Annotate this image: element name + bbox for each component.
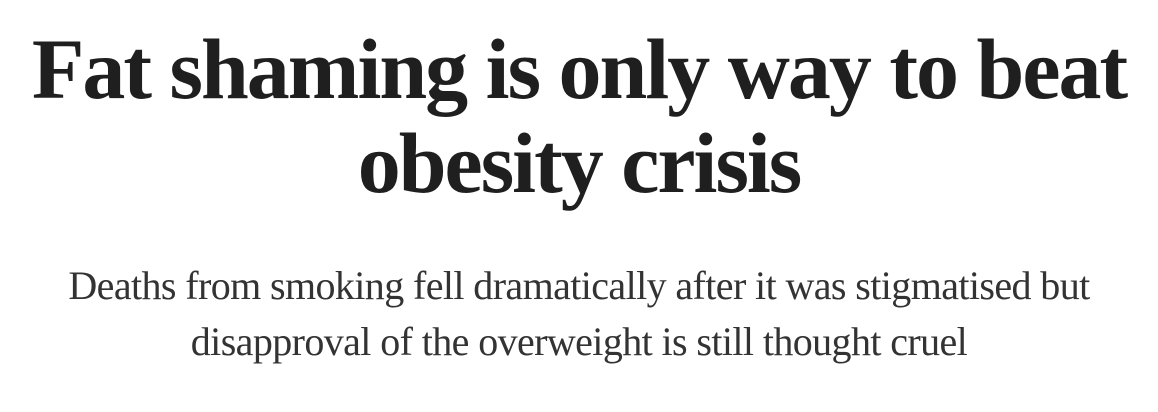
article-headline: Fat shaming is only way to beat obesity … <box>31 21 1128 211</box>
article-standfirst: Deaths from smoking fell dramatically af… <box>68 263 1090 364</box>
